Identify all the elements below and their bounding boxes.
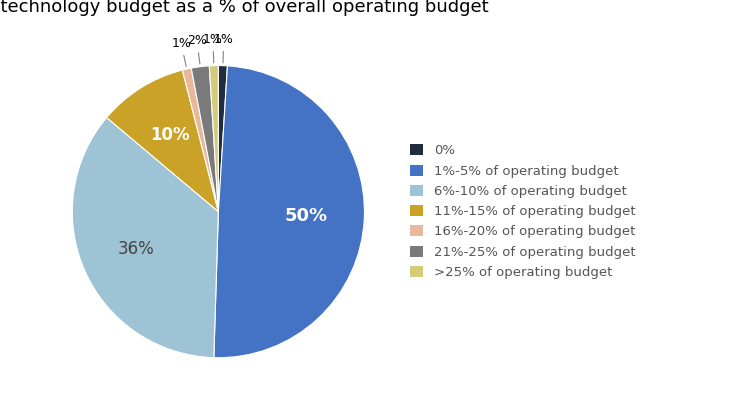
Wedge shape <box>182 68 218 212</box>
Text: 2%: 2% <box>187 34 207 64</box>
Wedge shape <box>218 66 227 212</box>
Wedge shape <box>107 70 218 212</box>
Wedge shape <box>214 66 364 358</box>
Text: 1%: 1% <box>171 37 191 66</box>
Wedge shape <box>209 66 218 212</box>
Text: 50%: 50% <box>285 207 328 225</box>
Legend: 0%, 1%-5% of operating budget, 6%-10% of operating budget, 11%-15% of operating : 0%, 1%-5% of operating budget, 6%-10% of… <box>407 142 639 282</box>
Wedge shape <box>72 117 218 358</box>
Title: 2022 technology budget as a % of overall operating budget: 2022 technology budget as a % of overall… <box>0 0 488 16</box>
Wedge shape <box>191 66 218 212</box>
Text: 1%: 1% <box>214 33 233 63</box>
Text: 10%: 10% <box>151 126 190 144</box>
Text: 36%: 36% <box>117 239 154 258</box>
Text: 1%: 1% <box>203 33 223 63</box>
